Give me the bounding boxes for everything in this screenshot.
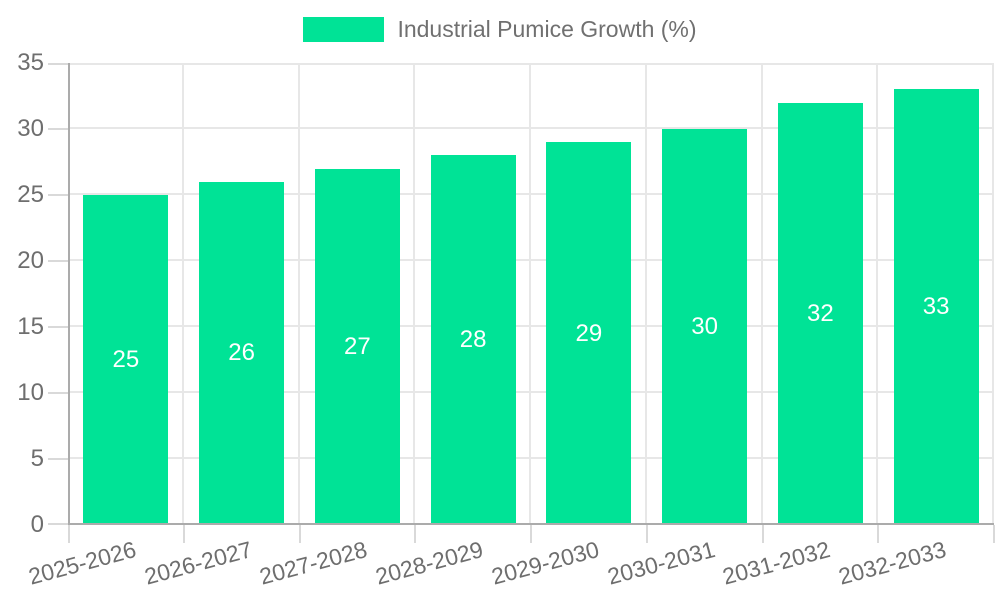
x-axis-tick	[877, 525, 880, 543]
bar[interactable]: 33	[893, 89, 979, 525]
x-axis-tick-label: 2031-2032	[720, 536, 834, 590]
x-axis-tick-label: 2026-2027	[141, 536, 255, 590]
y-axis-tick-label: 10	[17, 379, 44, 406]
v-gridline	[181, 63, 184, 525]
h-gridline	[68, 63, 994, 65]
bar[interactable]: 28	[430, 155, 516, 525]
y-axis-tick	[48, 128, 68, 130]
x-axis-tick-label: 2027-2028	[257, 536, 371, 590]
h-gridline	[68, 325, 994, 327]
bar-value-label: 29	[575, 319, 603, 347]
bar-value-label: 25	[112, 346, 140, 373]
bar[interactable]: 29	[546, 142, 632, 525]
bar-value-label: 27	[344, 332, 371, 360]
v-gridline	[529, 63, 531, 525]
y-axis-tick	[48, 523, 68, 525]
x-axis-tick-label: 2025-2026	[25, 536, 139, 590]
x-axis-tick-label: 2028-2029	[372, 536, 486, 590]
bar[interactable]: 27	[314, 168, 400, 525]
bar[interactable]: 26	[199, 181, 285, 525]
bar[interactable]: 32	[777, 102, 863, 525]
v-gridline	[876, 63, 879, 525]
y-axis-tick-label: 25	[17, 181, 44, 208]
y-axis-tick-label: 0	[30, 511, 44, 538]
h-gridline	[68, 457, 994, 459]
y-axis-tick-label: 5	[30, 445, 44, 472]
v-gridline	[297, 63, 300, 525]
x-axis-tick	[182, 525, 185, 543]
y-axis-tick	[48, 194, 68, 196]
y-axis-tick-label: 20	[17, 247, 44, 274]
x-axis-tick	[68, 525, 70, 543]
h-gridline	[68, 127, 994, 129]
x-axis-tick-label: 2032-2033	[835, 536, 949, 590]
x-axis-tick	[645, 525, 648, 543]
y-axis-tick	[48, 326, 68, 328]
y-axis-tick	[48, 458, 68, 460]
y-axis-tick-label: 15	[17, 313, 44, 340]
bar-value-label: 33	[922, 293, 950, 321]
x-axis-line	[68, 523, 994, 525]
x-axis-tick	[530, 525, 532, 543]
legend[interactable]: Industrial Pumice Growth (%)	[0, 16, 1000, 43]
y-axis-tick	[48, 392, 68, 394]
y-axis-tick	[48, 260, 68, 262]
bar-value-label: 26	[228, 339, 255, 367]
x-axis-tick-label: 2030-2031	[604, 536, 718, 590]
y-axis-line	[68, 63, 70, 525]
v-gridline	[760, 63, 763, 525]
bar[interactable]: 30	[662, 129, 748, 525]
h-gridline	[68, 259, 994, 261]
bar-value-label: 30	[691, 313, 718, 340]
x-axis-tick	[761, 525, 764, 543]
x-axis-tick	[298, 525, 301, 543]
y-axis-tick-label: 30	[17, 115, 44, 142]
v-gridline	[413, 63, 416, 525]
x-axis-tick-label: 2029-2030	[488, 536, 602, 590]
h-gridline	[68, 193, 994, 195]
legend-swatch	[303, 17, 385, 42]
bar[interactable]: 25	[83, 195, 169, 525]
v-gridline	[992, 63, 994, 525]
bar-value-label: 28	[459, 326, 487, 354]
x-axis-tick	[414, 525, 417, 543]
y-axis-tick-label: 35	[17, 49, 44, 76]
plot-area: 25 26 27 28 29 30 32 33	[48, 63, 995, 543]
bar-value-label: 32	[807, 299, 834, 327]
h-gridline	[68, 391, 994, 393]
y-axis-tick	[48, 63, 68, 65]
x-axis-tick	[993, 525, 995, 543]
legend-label: Industrial Pumice Growth (%)	[397, 16, 697, 42]
v-gridline	[644, 63, 647, 525]
